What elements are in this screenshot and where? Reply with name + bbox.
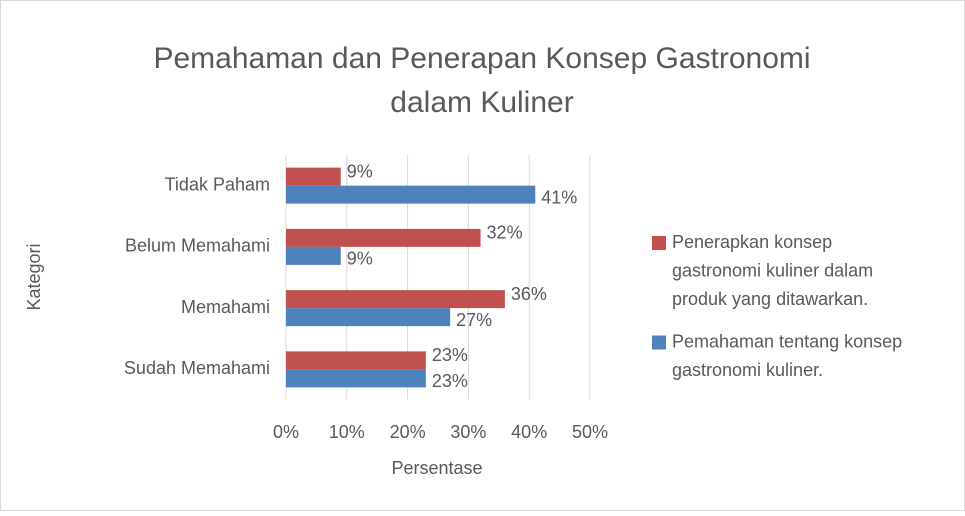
x-tick-label: 30% (450, 422, 486, 442)
bar (286, 228, 481, 247)
y-axis-title: Kategori (24, 243, 44, 310)
data-label: 23% (432, 371, 468, 391)
bar (286, 167, 341, 186)
bar (286, 185, 536, 204)
data-label: 41% (541, 187, 577, 207)
data-label: 9% (347, 161, 373, 181)
chart-title: dalam Kuliner (390, 86, 573, 119)
legend-swatch (652, 335, 666, 350)
y-tick-label: Tidak Paham (165, 174, 270, 194)
x-tick-label: 10% (329, 422, 365, 442)
data-label: 9% (347, 249, 373, 269)
y-tick-label: Belum Memahami (125, 236, 270, 256)
bar (286, 369, 426, 388)
bar (286, 290, 505, 309)
data-label: 27% (456, 310, 492, 330)
data-label: 36% (511, 284, 547, 304)
legend-swatch (652, 236, 666, 250)
y-tick-label: Sudah Memahami (124, 358, 270, 378)
x-tick-label: 0% (273, 422, 299, 442)
y-tick-label: Memahami (181, 297, 270, 317)
x-tick-label: 20% (390, 422, 426, 442)
bar (286, 351, 426, 370)
data-label: 23% (432, 345, 468, 365)
bar (286, 308, 451, 327)
data-label: 32% (487, 223, 523, 243)
legend-label: Pemahaman tentang konsep gastronomi kuli… (672, 331, 907, 380)
chart-title: Pemahaman dan Penerapan Konsep Gastronom… (153, 42, 810, 75)
bar (286, 246, 341, 265)
x-tick-label: 40% (511, 422, 547, 442)
x-tick-label: 50% (572, 422, 608, 442)
legend-label: Penerapkan konsep gastronomi kuliner dal… (672, 232, 878, 309)
x-axis-title: Persentase (391, 458, 482, 478)
